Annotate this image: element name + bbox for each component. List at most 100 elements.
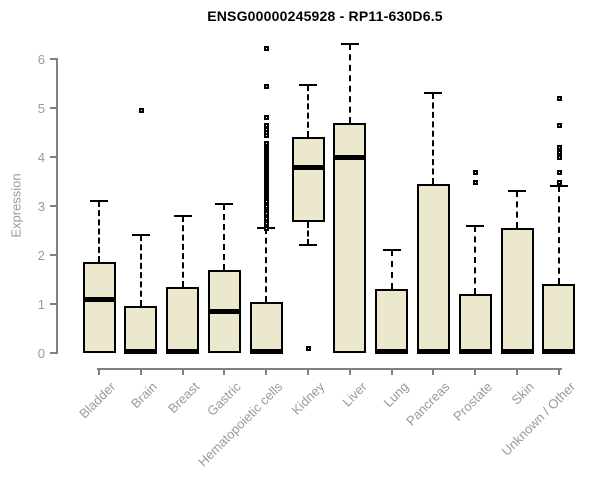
chart-title: ENSG00000245928 - RP11-630D6.5	[207, 8, 443, 24]
outlier-point	[556, 96, 562, 102]
median-line	[208, 309, 241, 315]
upper-whisker	[139, 235, 142, 307]
box	[250, 301, 283, 353]
outlier-point	[138, 108, 144, 114]
x-category-label: Gastric	[204, 379, 245, 419]
upper-whisker	[432, 93, 435, 184]
y-axis-tick	[50, 107, 56, 109]
x-axis-line	[97, 368, 562, 370]
median-line	[333, 155, 366, 160]
box	[83, 262, 116, 353]
median-line	[459, 348, 492, 354]
upper-whisker-cap	[508, 190, 526, 193]
x-axis-tick	[474, 370, 477, 375]
box	[542, 284, 575, 353]
x-axis-tick	[390, 370, 393, 375]
upper-whisker-cap	[382, 249, 401, 252]
y-axis-tick	[50, 58, 56, 60]
outlier-point	[556, 145, 562, 151]
median-line	[375, 348, 408, 354]
x-category-label: Kidney	[288, 379, 328, 418]
upper-whisker	[557, 186, 560, 285]
x-category-label: Breast	[165, 379, 203, 417]
outlier-point	[264, 46, 270, 52]
y-axis-tick	[50, 156, 56, 158]
y-axis-tick	[50, 303, 56, 305]
box	[375, 289, 408, 353]
upper-whisker	[181, 215, 184, 287]
median-line	[292, 164, 325, 170]
x-axis-tick	[516, 370, 518, 375]
box	[166, 286, 199, 353]
box	[459, 294, 492, 353]
x-axis-tick	[223, 370, 226, 375]
outlier-point	[264, 83, 270, 89]
median-line	[83, 297, 116, 303]
y-axis-tick	[50, 352, 56, 354]
median-line	[166, 348, 199, 354]
outlier-point	[264, 114, 270, 120]
x-category-label: Skin	[508, 379, 537, 408]
x-axis-tick	[139, 370, 142, 375]
outlier-point	[556, 150, 562, 156]
y-tick-label: 5	[37, 101, 45, 116]
x-category-label: Pancreas	[403, 379, 454, 429]
upper-whisker-cap	[215, 202, 234, 205]
lower-whisker-cap	[299, 244, 317, 247]
upper-whisker-cap	[90, 200, 108, 203]
median-line	[417, 348, 450, 354]
y-axis-line	[56, 58, 58, 354]
y-tick-label: 6	[37, 52, 45, 67]
outlier-point	[556, 123, 562, 129]
box	[124, 306, 157, 353]
y-tick-label: 1	[37, 297, 45, 312]
box	[292, 137, 325, 223]
upper-whisker	[348, 44, 351, 123]
x-axis-tick	[557, 370, 560, 375]
x-category-label: Prostate	[449, 379, 495, 424]
upper-whisker	[516, 191, 518, 229]
outlier-point	[556, 155, 562, 160]
median-line	[124, 348, 157, 354]
y-tick-label: 3	[37, 199, 45, 214]
median-line	[250, 348, 283, 354]
upper-whisker-cap	[466, 224, 485, 227]
x-category-label: Brain	[128, 379, 161, 412]
x-axis-tick	[181, 370, 184, 375]
y-axis-tick	[50, 254, 56, 256]
x-axis-tick	[348, 370, 351, 375]
outlier-point	[264, 141, 270, 147]
upper-whisker	[265, 228, 268, 302]
upper-whisker-cap	[340, 43, 359, 46]
median-line	[501, 348, 534, 354]
outlier-point	[264, 123, 270, 129]
x-axis-tick	[307, 370, 309, 375]
outlier-point	[473, 169, 479, 175]
y-axis-tick	[50, 205, 56, 207]
x-category-label: Unknown / Other	[498, 379, 579, 459]
upper-whisker-cap	[549, 185, 568, 188]
x-axis-tick	[98, 370, 100, 375]
upper-whisker	[474, 225, 477, 295]
x-category-label: Liver	[338, 379, 370, 410]
upper-whisker	[307, 84, 309, 138]
outlier-point	[306, 346, 311, 352]
x-axis-tick	[432, 370, 435, 375]
upper-whisker-cap	[299, 83, 317, 86]
median-line	[542, 348, 575, 354]
upper-whisker	[223, 203, 226, 270]
x-category-label: Bladder	[76, 379, 119, 422]
box	[417, 183, 450, 353]
outlier-point	[473, 179, 479, 185]
y-tick-label: 4	[37, 150, 45, 165]
upper-whisker-cap	[424, 92, 443, 95]
y-tick-label: 0	[37, 346, 45, 361]
upper-whisker	[390, 250, 393, 290]
upper-whisker	[98, 201, 100, 263]
y-tick-label: 2	[37, 248, 45, 263]
outlier-point	[556, 169, 562, 175]
outlier-point	[556, 179, 562, 185]
box	[501, 228, 534, 353]
lower-whisker	[307, 222, 309, 246]
